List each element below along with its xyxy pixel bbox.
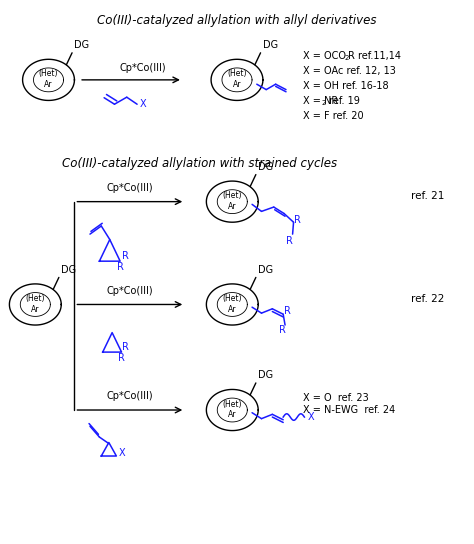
- Text: (Het): (Het): [222, 399, 242, 409]
- Text: R: R: [284, 306, 291, 316]
- Text: DG: DG: [258, 162, 273, 172]
- Text: ref. 22: ref. 22: [411, 294, 445, 304]
- Text: R: R: [279, 325, 286, 336]
- Text: R: R: [118, 353, 125, 362]
- Text: Ar: Ar: [228, 410, 237, 419]
- Text: Co(III)-catalyzed allylation with strained cycles: Co(III)-catalyzed allylation with strain…: [62, 157, 337, 170]
- Text: R: R: [122, 342, 129, 351]
- Text: (Het): (Het): [222, 191, 242, 200]
- Text: X = N-EWG  ref. 24: X = N-EWG ref. 24: [303, 405, 395, 415]
- Text: X = OH ref. 16-18: X = OH ref. 16-18: [303, 81, 389, 91]
- Text: X = O  ref. 23: X = O ref. 23: [303, 393, 369, 403]
- Text: X = NR: X = NR: [303, 96, 338, 106]
- Text: Ar: Ar: [228, 202, 237, 211]
- Text: DG: DG: [74, 40, 90, 50]
- Text: DG: DG: [263, 40, 278, 50]
- Text: Co(III)-catalyzed allylation with allyl derivatives: Co(III)-catalyzed allylation with allyl …: [97, 14, 377, 27]
- Text: X = F ref. 20: X = F ref. 20: [303, 111, 364, 121]
- Text: (Het): (Het): [39, 70, 58, 78]
- Text: Cp*Co(III): Cp*Co(III): [107, 183, 153, 193]
- Text: 2: 2: [345, 55, 349, 61]
- Text: R: R: [117, 262, 124, 271]
- Text: X: X: [308, 412, 315, 422]
- Text: DG: DG: [61, 265, 76, 275]
- Text: Ar: Ar: [44, 80, 53, 89]
- Text: X = OCO: X = OCO: [303, 51, 346, 60]
- Text: Ar: Ar: [228, 305, 237, 314]
- Text: DG: DG: [258, 265, 273, 275]
- Text: R: R: [294, 214, 301, 225]
- Text: DG: DG: [258, 370, 273, 380]
- Text: Cp*Co(III): Cp*Co(III): [107, 392, 153, 401]
- Text: Ar: Ar: [31, 305, 39, 314]
- Text: X = OAc ref. 12, 13: X = OAc ref. 12, 13: [303, 66, 396, 76]
- Text: R: R: [122, 251, 129, 261]
- Text: ref. 21: ref. 21: [411, 191, 445, 201]
- Text: R: R: [286, 236, 293, 245]
- Text: X: X: [140, 99, 146, 109]
- Text: (Het): (Het): [227, 70, 247, 78]
- Text: R ref.11,14: R ref.11,14: [348, 51, 401, 60]
- Text: Cp*Co(III): Cp*Co(III): [107, 286, 153, 296]
- Text: (Het): (Het): [222, 294, 242, 303]
- Text: ref. 19: ref. 19: [326, 96, 359, 106]
- Text: (Het): (Het): [26, 294, 45, 303]
- Text: Cp*Co(III): Cp*Co(III): [119, 63, 166, 73]
- Text: Ar: Ar: [233, 80, 241, 89]
- Text: 2: 2: [322, 100, 326, 106]
- Text: X: X: [118, 448, 125, 458]
